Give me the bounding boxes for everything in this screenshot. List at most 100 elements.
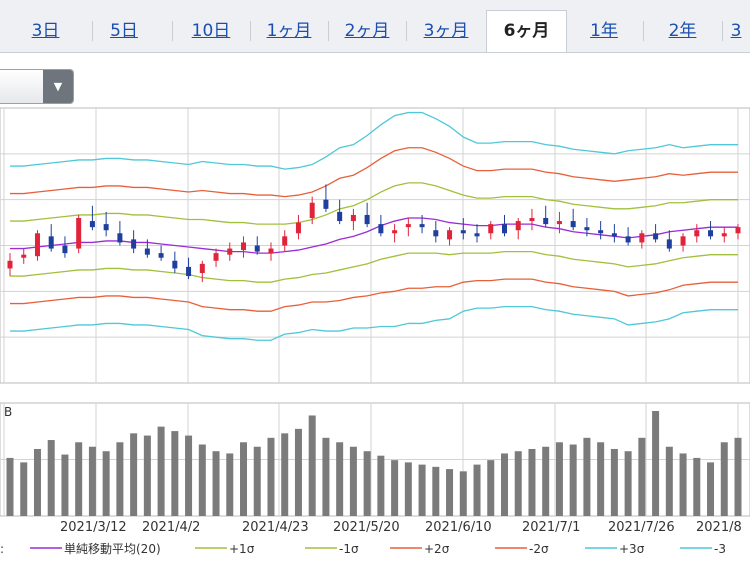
candle-body: [378, 224, 383, 233]
volume-bar: [226, 453, 233, 516]
volume-bar: [20, 462, 27, 516]
volume-bar: [583, 438, 590, 516]
volume-bar: [322, 438, 329, 516]
candle-body: [104, 224, 109, 230]
candle-body: [529, 218, 534, 221]
candle-body: [557, 221, 562, 224]
candle-body: [681, 236, 686, 245]
candle-body: [227, 249, 232, 255]
candle-body: [571, 221, 576, 227]
candle-body: [392, 230, 397, 233]
candle-body: [117, 233, 122, 242]
candle-body: [653, 233, 658, 239]
volume-bar: [528, 449, 535, 516]
volume-bar: [597, 442, 604, 516]
volume-bar: [721, 442, 728, 516]
candle-body: [612, 233, 617, 236]
candle-body: [62, 246, 67, 254]
candle-body: [310, 203, 315, 218]
candle-body: [296, 223, 301, 234]
volume-bar: [295, 429, 302, 516]
legend-label: 単純移動平均(20): [64, 542, 161, 556]
legend-label: +2σ: [424, 542, 450, 556]
volume-bar: [625, 451, 632, 516]
volume-bar: [89, 447, 96, 516]
volume-bar: [364, 451, 371, 516]
candle-body: [406, 224, 411, 227]
x-axis-label: 2021/6/10: [425, 520, 492, 535]
volume-bar: [419, 465, 426, 516]
volume-bar: [515, 451, 522, 516]
volume-bar: [75, 442, 82, 516]
legend-label: -3: [714, 542, 726, 556]
volume-bar: [185, 436, 192, 516]
x-axis-label: 2021/8: [696, 520, 742, 535]
volume-bar: [171, 431, 178, 516]
candle-body: [35, 233, 40, 256]
x-axis-label: 2021/5/20: [333, 520, 400, 535]
candle-body: [598, 230, 603, 233]
volume-bar: [48, 440, 55, 516]
legend-prefix: :: [0, 542, 4, 556]
legend-label: -1σ: [339, 542, 359, 556]
volume-panel-label: B: [4, 405, 12, 419]
volume-bar: [213, 451, 220, 516]
candle-body: [241, 242, 246, 250]
volume-bar: [377, 456, 384, 516]
volume-bar: [116, 442, 123, 516]
volume-bar: [652, 411, 659, 516]
volume-bar: [199, 445, 206, 516]
candle-body: [172, 261, 177, 269]
candle-body: [351, 215, 356, 221]
volume-bar: [707, 462, 714, 516]
candle-body: [736, 227, 741, 233]
volume-bar: [556, 442, 563, 516]
candle-body: [131, 239, 136, 248]
candle-body: [420, 224, 425, 227]
candle-body: [49, 236, 54, 248]
candle-body: [694, 230, 699, 236]
candle-body: [255, 246, 260, 252]
volume-bar: [7, 458, 14, 516]
volume-bar: [474, 465, 481, 516]
candle-body: [461, 230, 466, 233]
candle-body: [516, 221, 521, 230]
candle-body: [447, 230, 452, 239]
candle-body: [502, 224, 507, 233]
candle-body: [667, 239, 672, 248]
candle-body: [323, 200, 328, 209]
candle-body: [186, 267, 191, 276]
legend-label: +1σ: [229, 542, 255, 556]
volume-bar: [144, 436, 151, 516]
volume-bar: [34, 449, 41, 516]
volume-bar: [254, 447, 261, 516]
volume-bar: [240, 442, 247, 516]
candle-body: [145, 249, 150, 255]
volume-bar: [570, 445, 577, 516]
volume-bar: [405, 462, 412, 516]
volume-bar: [542, 447, 549, 516]
x-axis-label: 2021/4/23: [242, 520, 309, 535]
x-axis-label: 2021/7/1: [522, 520, 580, 535]
volume-bar: [158, 427, 165, 516]
candle-body: [159, 253, 164, 258]
volume-bar: [446, 469, 453, 516]
volume-bar: [281, 433, 288, 516]
volume-bar: [501, 453, 508, 516]
volume-bar: [487, 460, 494, 516]
candle-body: [282, 236, 287, 245]
candle-body: [722, 233, 727, 236]
volume-bar: [666, 447, 673, 516]
candle-body: [708, 230, 713, 236]
volume-bar: [267, 438, 274, 516]
candle-body: [488, 224, 493, 233]
volume-bar: [460, 471, 467, 516]
volume-bar: [391, 460, 398, 516]
candle-body: [200, 264, 205, 273]
x-axis-label: 2021/4/2: [142, 520, 200, 535]
candle-body: [337, 212, 342, 221]
candle-body: [543, 218, 548, 224]
candle-body: [268, 249, 273, 254]
candle-body: [626, 236, 631, 242]
volume-bar: [693, 458, 700, 516]
